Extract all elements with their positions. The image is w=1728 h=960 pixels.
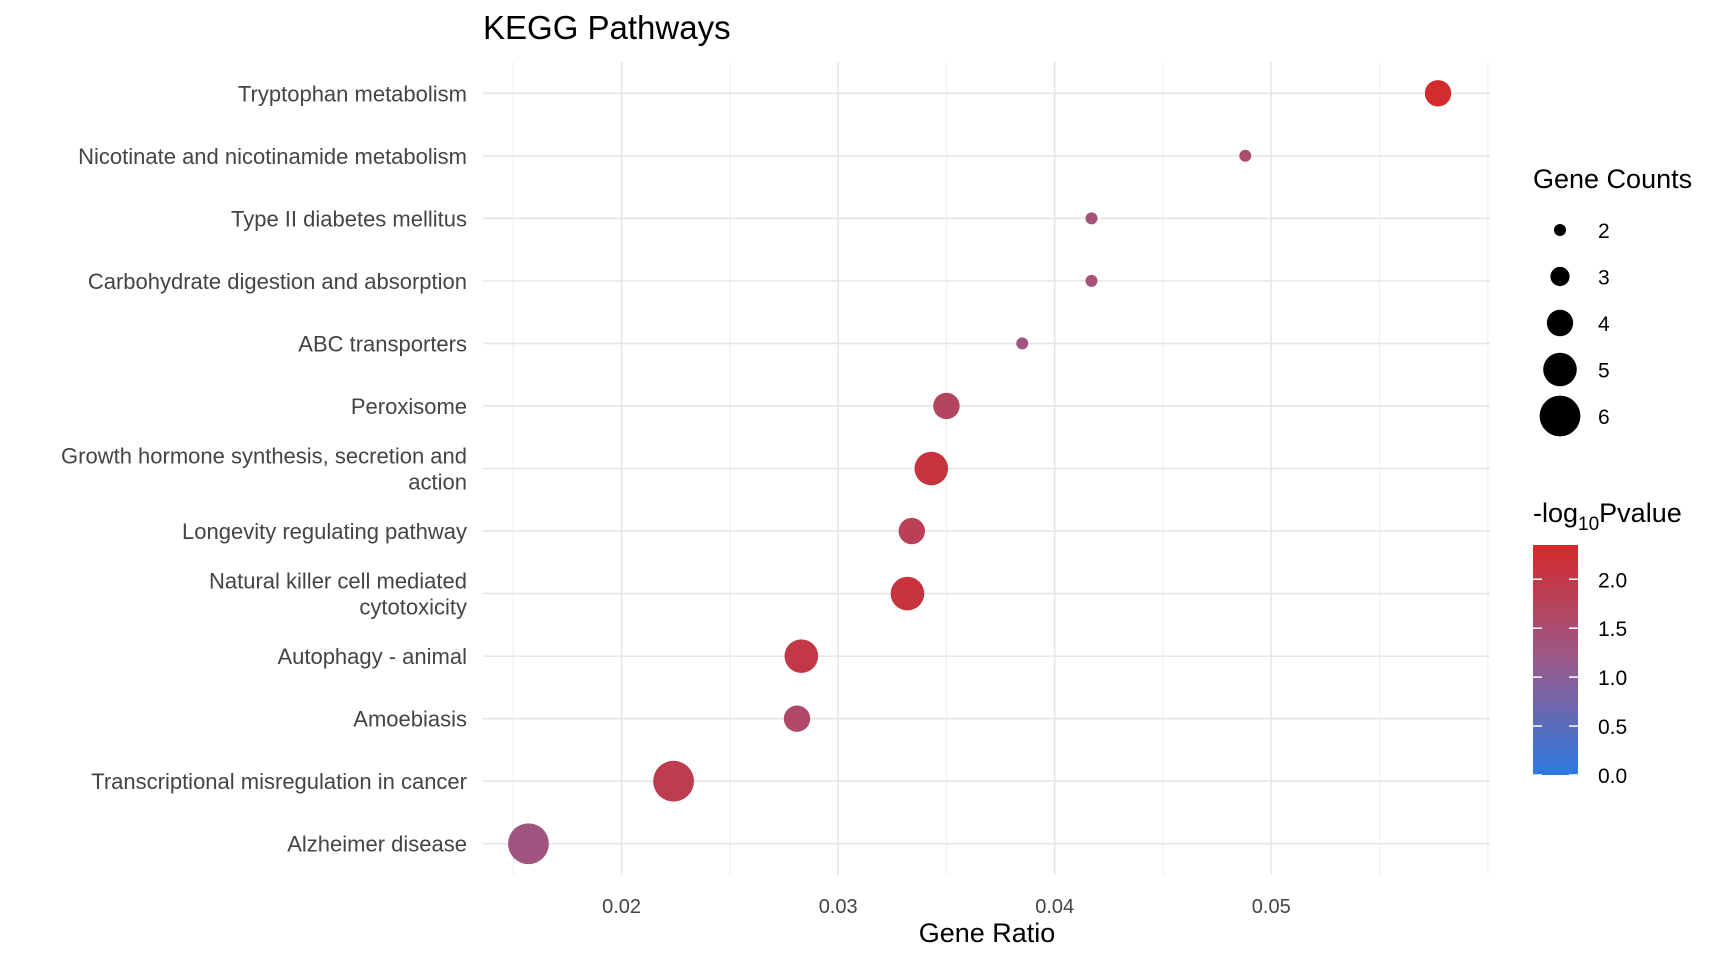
data-point — [1085, 274, 1098, 287]
y-tick-label: Autophagy - animal — [277, 644, 467, 669]
x-axis-title: Gene Ratio — [919, 918, 1056, 948]
color-legend-label: 0.5 — [1598, 716, 1627, 739]
data-point — [898, 517, 925, 545]
data-point — [784, 639, 819, 673]
size-legend-label: 2 — [1598, 220, 1610, 243]
x-tick-label: 0.04 — [1035, 896, 1074, 918]
data-point — [1424, 80, 1452, 107]
y-tick-label: Tryptophan metabolism — [238, 81, 467, 106]
color-legend-ticks: 0.0 0.5 1.0 1.5 2.0 — [1533, 569, 1627, 788]
size-legend-label: 5 — [1598, 360, 1610, 383]
size-legend-key — [1546, 309, 1574, 337]
colorbar — [1533, 545, 1578, 775]
data-point — [890, 576, 925, 611]
size-legend: 2 3 4 5 6 — [1539, 220, 1610, 437]
data-point — [1016, 337, 1029, 350]
data-point — [653, 760, 694, 802]
size-legend-key — [1554, 224, 1566, 236]
y-tick-label: ABC transporters — [298, 331, 467, 356]
size-legend-key — [1550, 266, 1570, 287]
color-legend-title: -log10Pvalue — [1533, 498, 1682, 535]
data-points — [508, 80, 1452, 865]
data-point — [1239, 149, 1252, 162]
x-tick-label: 0.03 — [819, 896, 858, 918]
data-point — [508, 823, 549, 865]
data-point — [783, 705, 811, 732]
size-legend-label: 3 — [1598, 267, 1610, 290]
color-legend-label: 0.0 — [1598, 765, 1627, 788]
legend: Gene Counts 2 3 4 5 6 -log10Pvalue 0.0 0.5 1.0… — [1533, 164, 1692, 788]
size-legend-label: 6 — [1598, 406, 1610, 429]
size-legend-label: 4 — [1598, 313, 1610, 336]
data-point — [1085, 212, 1098, 225]
y-tick-label: Carbohydrate digestion and absorption — [88, 269, 467, 294]
size-legend-key — [1539, 395, 1581, 437]
y-tick-label: Longevity regulating pathway — [182, 519, 467, 544]
color-legend-title-suffix: Pvalue — [1599, 498, 1682, 528]
size-legend-key — [1543, 352, 1577, 387]
y-tick-label: Transcriptional misregulation in cancer — [91, 769, 467, 794]
x-tick-label: 0.05 — [1252, 896, 1291, 918]
y-tick-label: Amoebiasis — [353, 707, 467, 732]
y-tick-label: Alzheimer disease — [287, 832, 467, 857]
data-point — [933, 392, 960, 420]
y-tick-label: Nicotinate and nicotinamide metabolism — [78, 144, 467, 169]
x-axis-ticks: 0.02 0.03 0.04 0.05 — [602, 896, 1291, 918]
color-legend-title-subscript: 10 — [1578, 514, 1599, 535]
color-legend-label: 1.0 — [1598, 667, 1627, 690]
y-tick-label: Type II diabetes mellitus — [231, 206, 467, 231]
y-axis-labels: Tryptophan metabolism Nicotinate and nico… — [61, 81, 467, 856]
plot-grid — [483, 62, 1490, 875]
chart-title: KEGG Pathways — [483, 9, 731, 46]
y-tick-label: Growth hormone synthesis, secretion and a… — [61, 444, 467, 495]
y-tick-label: Peroxisome — [351, 394, 467, 419]
color-legend-title-prefix: -log — [1533, 498, 1578, 528]
color-legend-label: 2.0 — [1598, 569, 1627, 592]
x-tick-label: 0.02 — [602, 896, 641, 918]
y-tick-label: Natural killer cell mediated cytotoxicity — [209, 569, 467, 620]
data-point — [914, 451, 949, 486]
size-legend-title: Gene Counts — [1533, 164, 1692, 194]
color-legend-label: 1.5 — [1598, 618, 1627, 641]
